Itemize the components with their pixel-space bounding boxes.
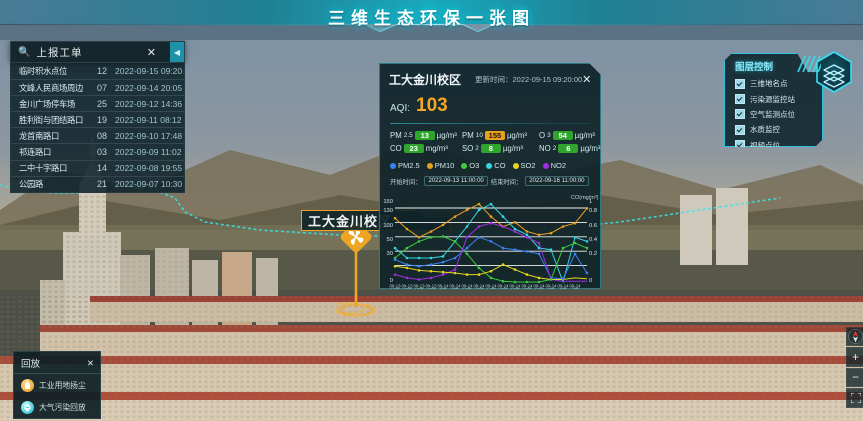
svg-text:50: 50 [387, 237, 393, 243]
svg-text:0.6: 0.6 [589, 223, 597, 229]
svg-text:0: 0 [589, 278, 592, 284]
svg-text:0.4: 0.4 [589, 237, 598, 243]
svg-text:130: 130 [383, 208, 393, 214]
svg-text:0.8: 0.8 [589, 208, 597, 214]
svg-text:CO(mg/m³): CO(mg/m³) [571, 195, 599, 201]
svg-text:0.2: 0.2 [589, 251, 597, 257]
svg-text:150: 150 [383, 199, 393, 205]
svg-text:1: 1 [589, 199, 592, 205]
svg-text:30: 30 [387, 251, 393, 257]
svg-text:100: 100 [383, 223, 393, 229]
